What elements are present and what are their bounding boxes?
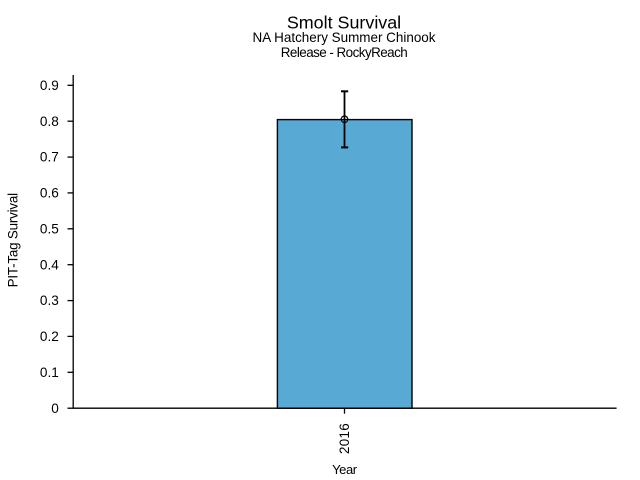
svg-text:0.8: 0.8: [40, 114, 59, 129]
svg-text:0: 0: [51, 401, 59, 416]
svg-text:Smolt Survival: Smolt Survival: [287, 12, 401, 32]
svg-text:0.6: 0.6: [40, 186, 59, 201]
svg-text:0.5: 0.5: [40, 221, 59, 236]
svg-text:0.3: 0.3: [40, 293, 59, 308]
svg-text:2016: 2016: [337, 423, 352, 454]
svg-text:0.7: 0.7: [40, 150, 59, 165]
svg-text:0.2: 0.2: [40, 329, 59, 344]
svg-text:0.9: 0.9: [40, 78, 59, 93]
svg-text:Year: Year: [332, 462, 358, 477]
svg-text:NA Hatchery Summer Chinook: NA Hatchery Summer Chinook: [253, 30, 436, 45]
svg-text:0.4: 0.4: [40, 257, 59, 272]
svg-text:Release - RockyReach: Release - RockyReach: [281, 45, 407, 60]
svg-text:0.1: 0.1: [40, 365, 59, 380]
svg-text:PIT-Tag Survival: PIT-Tag Survival: [6, 193, 21, 288]
